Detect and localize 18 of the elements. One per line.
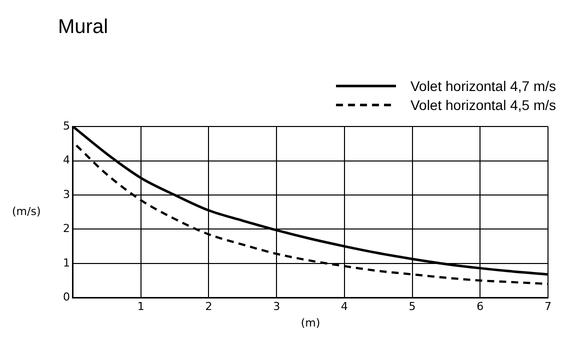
x-tick-label: 2	[205, 300, 212, 314]
x-tick-label: 6	[476, 300, 484, 314]
legend-label: Volet horizontal 4,7 m/s	[410, 78, 556, 94]
x-tick-label: 7	[544, 300, 552, 314]
x-axis-title: (m)	[300, 316, 320, 330]
y-tick-label: 0	[63, 290, 70, 304]
chart-title: Mural	[58, 16, 108, 39]
x-tick-label: 5	[408, 300, 416, 314]
y-tick-label: 3	[63, 188, 70, 201]
y-tick-label: 1	[63, 256, 70, 270]
y-tick-label: 5	[63, 119, 70, 132]
x-tick-label: 4	[340, 300, 348, 314]
y-tick-label: 4	[63, 154, 70, 167]
x-tick-label: 1	[137, 300, 144, 314]
x-tick-label: 3	[273, 300, 280, 314]
y-tick-label: 2	[63, 222, 70, 236]
legend-label: Volet horizontal 4,5 m/s	[410, 96, 556, 112]
y-axis-title: (m/s)	[12, 204, 41, 218]
